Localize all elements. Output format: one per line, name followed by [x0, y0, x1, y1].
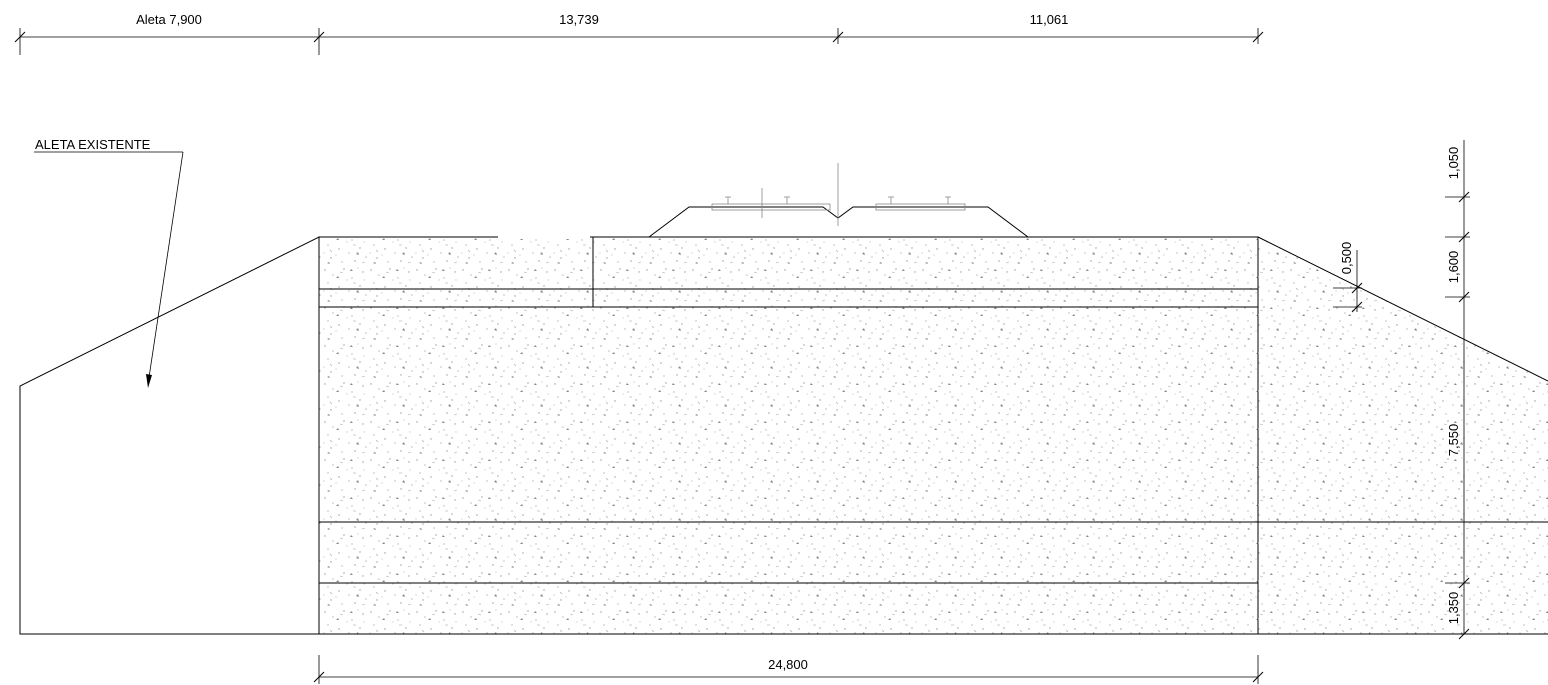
dim-aleta-label: Aleta 7,900: [136, 12, 202, 27]
top-dimension-line: [14, 28, 1264, 55]
track-left: [711, 188, 831, 218]
top-edge-gap: [498, 235, 590, 239]
dim-0500-label: 0,500: [1339, 242, 1354, 275]
existing-wingwall-outline: [19, 236, 320, 635]
dim-1600-label: 1,600: [1446, 251, 1461, 284]
dim-left-segment-label: 13,739: [559, 12, 599, 27]
track-right: [875, 196, 966, 211]
bottom-dimension-line: [313, 655, 1264, 684]
dim-1050-label: 1,050: [1446, 147, 1461, 180]
right-slope-fill: [1258, 237, 1548, 634]
dim-total-width-label: 24,800: [768, 657, 808, 672]
ballast-profile: [648, 206, 1029, 238]
main-body: [318, 236, 1259, 635]
callout-leader: [34, 151, 184, 388]
dim-right-segment-label: 11,061: [1030, 12, 1069, 27]
dim-1350-label: 1,350: [1446, 592, 1461, 625]
right-vertical-dimension: [1445, 140, 1470, 640]
callout-label: ALETA EXISTENTE: [35, 137, 151, 152]
right-slope-line: [1257, 236, 1548, 382]
slope-dimension: [1333, 250, 1363, 313]
dim-7550-label: 7,550: [1446, 424, 1461, 457]
